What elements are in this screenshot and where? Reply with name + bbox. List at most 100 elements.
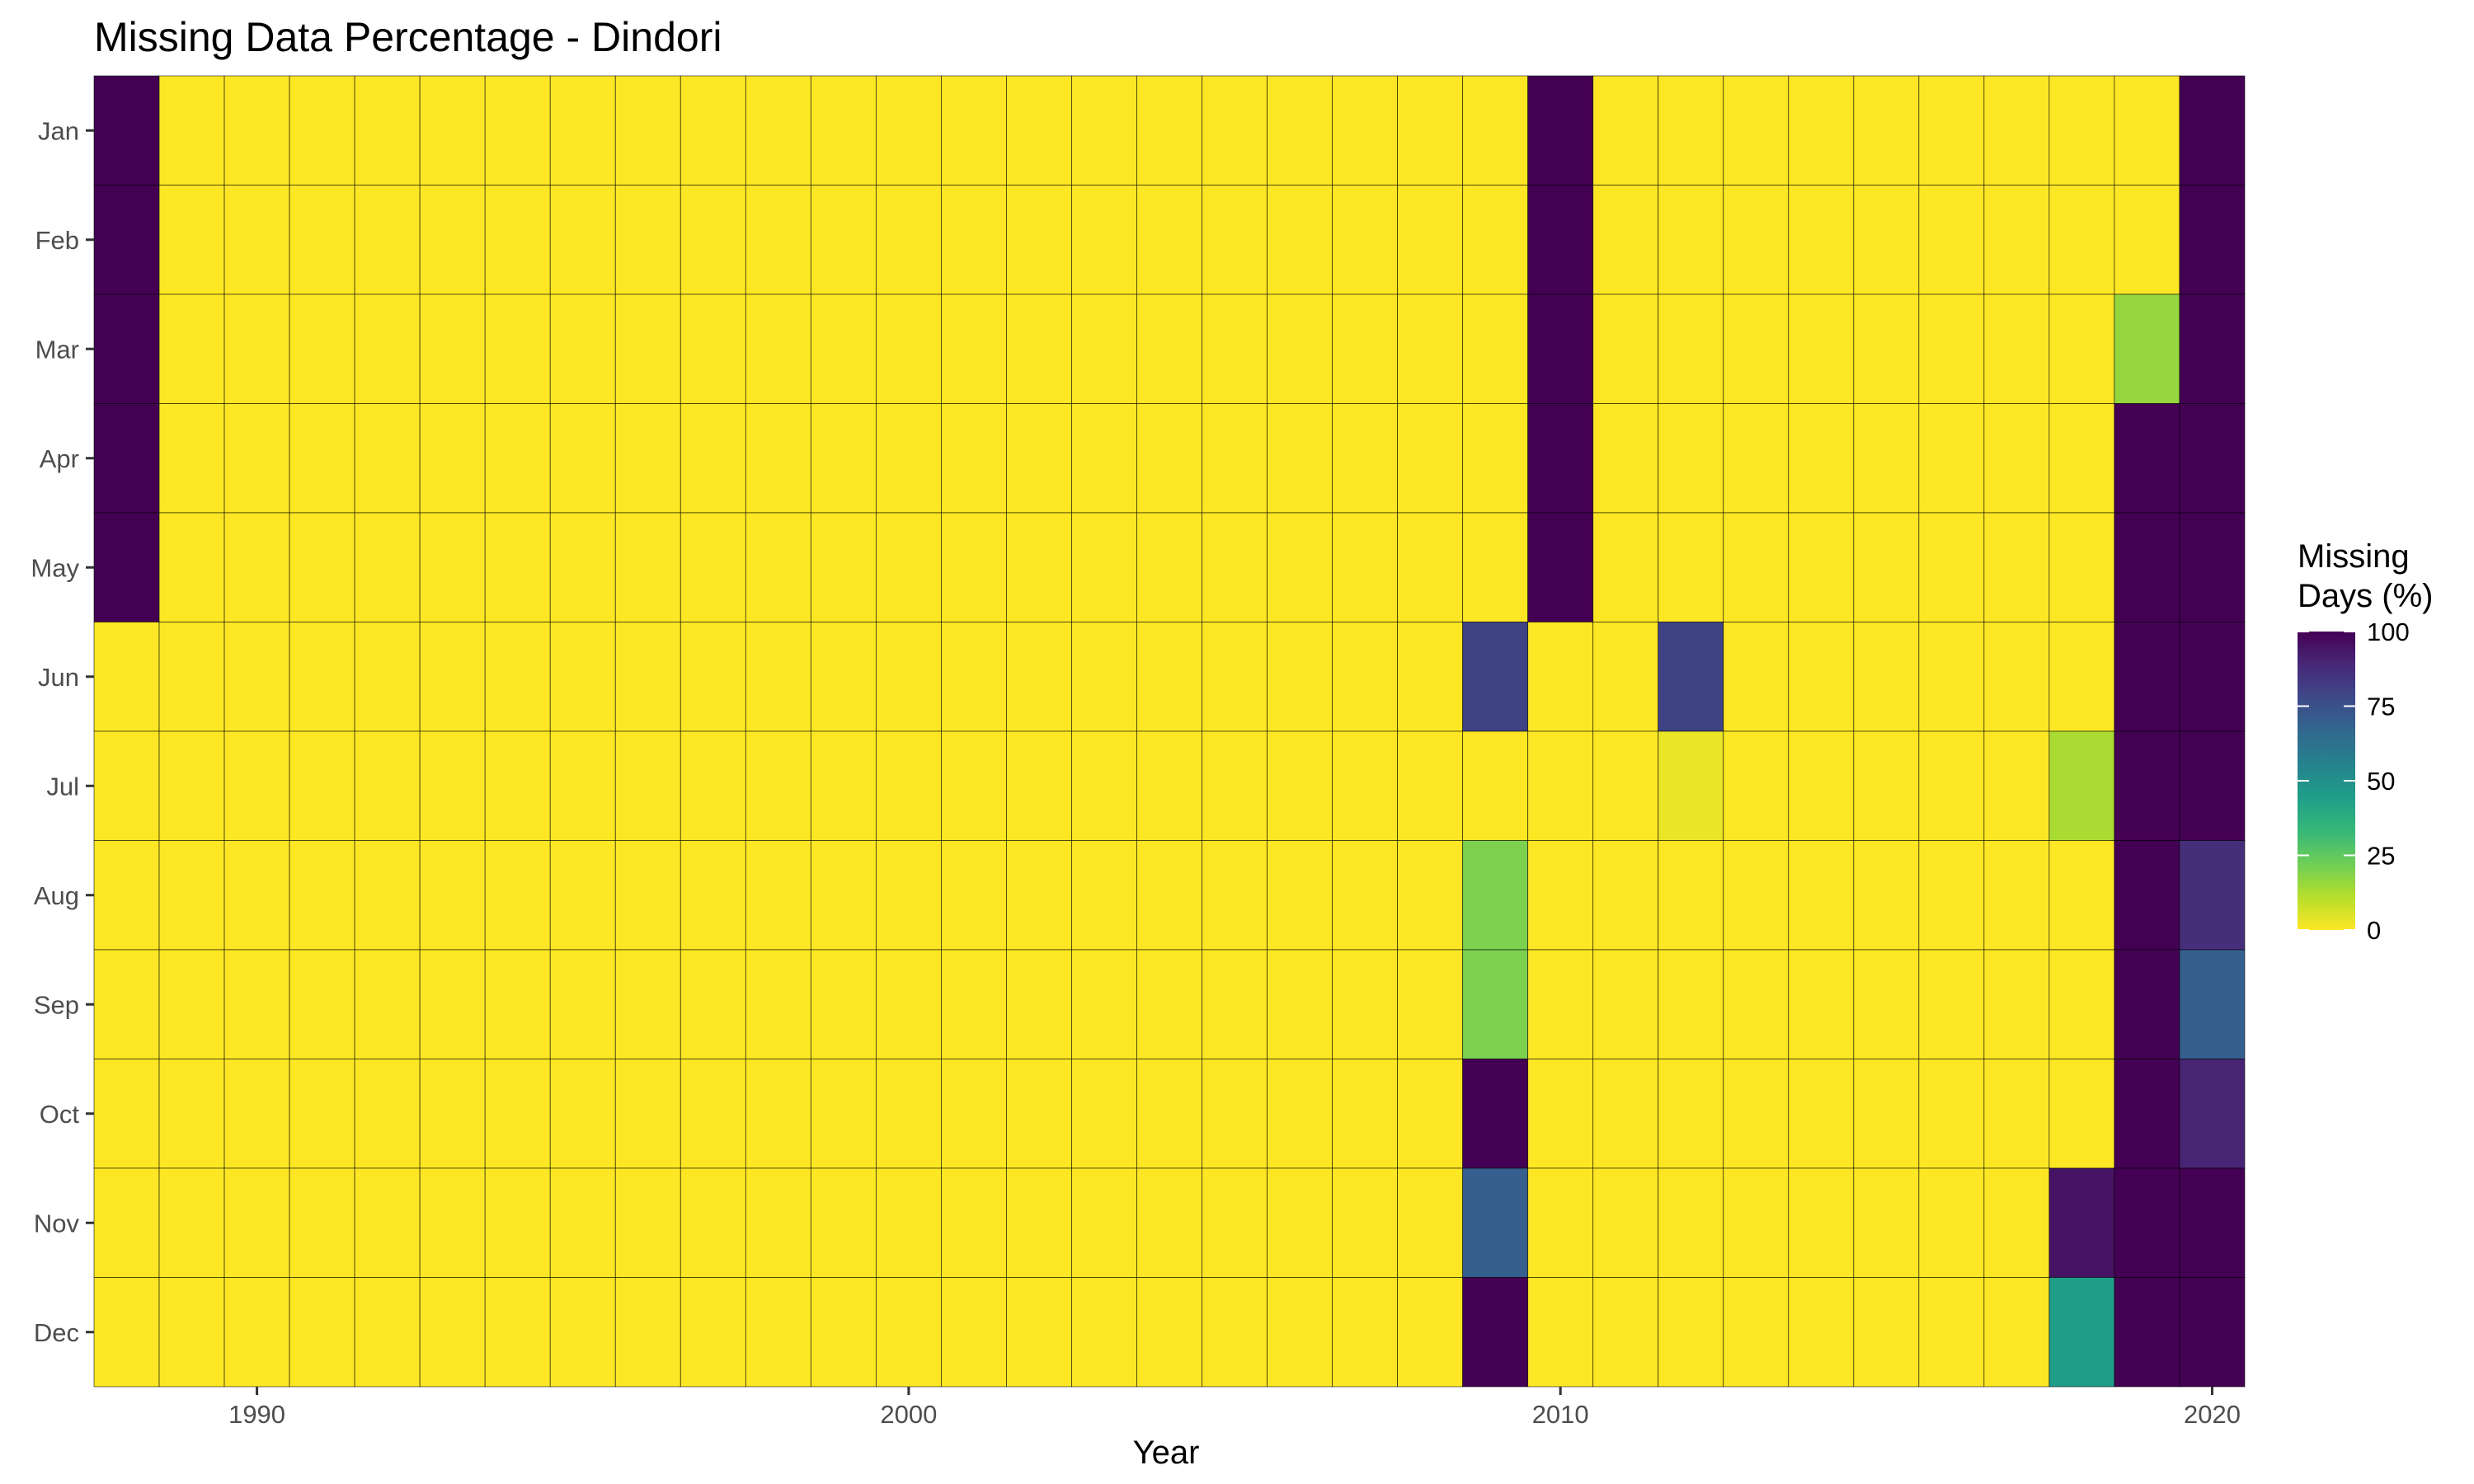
heatmap-cell-2008-may bbox=[1397, 512, 1464, 622]
heatmap-cell-2002-jan bbox=[1006, 75, 1072, 186]
heatmap-cell-2011-oct bbox=[1592, 1059, 1659, 1169]
heatmap-cell-2000-mar bbox=[875, 294, 942, 404]
heatmap-cell-2019-nov bbox=[2114, 1167, 2180, 1278]
heatmap-cell-2000-jun bbox=[875, 622, 942, 732]
heatmap-cell-2011-dec bbox=[1592, 1277, 1659, 1388]
heatmap-cell-1998-may bbox=[745, 512, 811, 622]
heatmap-cell-2010-sep bbox=[1527, 949, 1594, 1059]
heatmap-cell-1991-jun bbox=[289, 622, 355, 732]
heatmap-cell-1989-may bbox=[158, 512, 225, 622]
heatmap-cell-1996-jun bbox=[614, 622, 681, 732]
heatmap-cell-2015-may bbox=[1853, 512, 1920, 622]
heatmap-cell-1993-nov bbox=[419, 1167, 486, 1278]
heatmap-cell-1997-feb bbox=[680, 185, 746, 295]
heatmap-cell-1995-aug bbox=[549, 840, 616, 951]
heatmap-cell-1999-mar bbox=[810, 294, 877, 404]
heatmap-cell-2019-jul bbox=[2114, 730, 2180, 841]
y-tick-label-jul: Jul bbox=[46, 772, 79, 801]
heatmap-cell-2002-jul bbox=[1006, 730, 1072, 841]
heatmap-cell-1996-nov bbox=[614, 1167, 681, 1278]
heatmap-cell-2004-jul bbox=[1136, 730, 1202, 841]
heatmap-cell-2012-dec bbox=[1658, 1277, 1724, 1388]
x-tick-label-2000: 2000 bbox=[880, 1400, 937, 1429]
heatmap-cell-2015-aug bbox=[1853, 840, 1920, 951]
heatmap-cell-2015-sep bbox=[1853, 949, 1920, 1059]
heatmap-cell-2014-jun bbox=[1788, 622, 1855, 732]
heatmap-cell-2012-jan bbox=[1658, 75, 1724, 186]
heatmap-cell-2018-dec bbox=[2048, 1277, 2115, 1388]
heatmap-cell-2017-aug bbox=[1983, 840, 2050, 951]
heatmap-cell-2003-feb bbox=[1071, 185, 1137, 295]
y-tick-label-oct: Oct bbox=[40, 1100, 80, 1129]
heatmap-cell-2004-apr bbox=[1136, 403, 1202, 514]
heatmap-cell-2017-jun bbox=[1983, 622, 2050, 732]
heatmap-cell-2004-dec bbox=[1136, 1277, 1202, 1388]
heatmap-cell-2003-nov bbox=[1071, 1167, 1137, 1278]
heatmap-cell-2014-oct bbox=[1788, 1059, 1855, 1169]
heatmap-cell-2010-nov bbox=[1527, 1167, 1594, 1278]
heatmap-cell-1989-apr bbox=[158, 403, 225, 514]
legend-title-line-1: Missing bbox=[2298, 538, 2410, 575]
y-tick-label-may: May bbox=[31, 553, 79, 582]
heatmap-cell-1989-nov bbox=[158, 1167, 225, 1278]
heatmap-cell-2018-aug bbox=[2048, 840, 2115, 951]
heatmap-cell-2000-aug bbox=[875, 840, 942, 951]
heatmap-cell-1988-jul bbox=[93, 730, 160, 841]
heatmap-cell-1997-mar bbox=[680, 294, 746, 404]
y-tick-label-jan: Jan bbox=[38, 116, 79, 145]
heatmap-cell-2004-jun bbox=[1136, 622, 1202, 732]
heatmap-cell-2011-aug bbox=[1592, 840, 1659, 951]
heatmap-cell-1995-oct bbox=[549, 1059, 616, 1169]
heatmap-cell-2001-oct bbox=[940, 1059, 1007, 1169]
color-legend: Missing Days (%) 100 75 50 25 0 bbox=[2298, 538, 2433, 945]
heatmap-cell-1988-jun bbox=[93, 622, 160, 732]
heatmap-cell-2019-apr bbox=[2114, 403, 2180, 514]
heatmap-cell-1996-mar bbox=[614, 294, 681, 404]
x-tick-label-1990: 1990 bbox=[228, 1400, 285, 1429]
heatmap-cell-1994-may bbox=[484, 512, 551, 622]
heatmap-cell-1999-dec bbox=[810, 1277, 877, 1388]
heatmap-cell-2006-oct bbox=[1267, 1059, 1333, 1169]
heatmap-cell-1994-jan bbox=[484, 75, 551, 186]
heatmap-cell-2016-dec bbox=[1918, 1277, 1985, 1388]
heatmap-cell-2000-sep bbox=[875, 949, 942, 1059]
heatmap-cell-1995-sep bbox=[549, 949, 616, 1059]
heatmap-cell-2008-feb bbox=[1397, 185, 1464, 295]
heatmap-cell-2020-mar bbox=[2179, 294, 2246, 404]
heatmap-cell-2009-jun bbox=[1462, 622, 1529, 732]
legend-label-25: 25 bbox=[2367, 842, 2395, 871]
heatmap-cell-2002-may bbox=[1006, 512, 1072, 622]
heatmap-cell-1988-nov bbox=[93, 1167, 160, 1278]
heatmap-cell-2016-oct bbox=[1918, 1059, 1985, 1169]
heatmap-cell-2017-mar bbox=[1983, 294, 2050, 404]
heatmap-cell-1990-dec bbox=[223, 1277, 290, 1388]
heatmap-cell-2016-feb bbox=[1918, 185, 1985, 295]
heatmap-cell-2007-sep bbox=[1332, 949, 1399, 1059]
heatmap-cell-2015-jun bbox=[1853, 622, 1920, 732]
heatmap-cell-1993-aug bbox=[419, 840, 486, 951]
heatmap-cell-2020-feb bbox=[2179, 185, 2246, 295]
heatmap-cell-2014-jul bbox=[1788, 730, 1855, 841]
heatmap-cell-1995-may bbox=[549, 512, 616, 622]
heatmap-cell-2020-dec bbox=[2179, 1277, 2246, 1388]
heatmap-cell-1988-dec bbox=[93, 1277, 160, 1388]
heatmap-cell-2013-oct bbox=[1723, 1059, 1790, 1169]
heatmap-cell-2015-dec bbox=[1853, 1277, 1920, 1388]
heatmap-cell-2014-mar bbox=[1788, 294, 1855, 404]
heatmap-cell-1999-sep bbox=[810, 949, 877, 1059]
heatmap-cell-2013-jan bbox=[1723, 75, 1790, 186]
heatmap-cell-2016-jun bbox=[1918, 622, 1985, 732]
heatmap-cell-1995-mar bbox=[549, 294, 616, 404]
heatmap-cell-1997-oct bbox=[680, 1059, 746, 1169]
heatmap-cell-1991-aug bbox=[289, 840, 355, 951]
heatmap-cell-2003-dec bbox=[1071, 1277, 1137, 1388]
heatmap-cell-1991-dec bbox=[289, 1277, 355, 1388]
heatmap-cell-1994-sep bbox=[484, 949, 551, 1059]
heatmap-cell-1992-mar bbox=[354, 294, 421, 404]
heatmap-cell-2020-jul bbox=[2179, 730, 2246, 841]
heatmap-cell-2003-aug bbox=[1071, 840, 1137, 951]
heatmap-cell-2004-may bbox=[1136, 512, 1202, 622]
heatmap-cell-2009-nov bbox=[1462, 1167, 1529, 1278]
heatmap-cell-2006-apr bbox=[1267, 403, 1333, 514]
